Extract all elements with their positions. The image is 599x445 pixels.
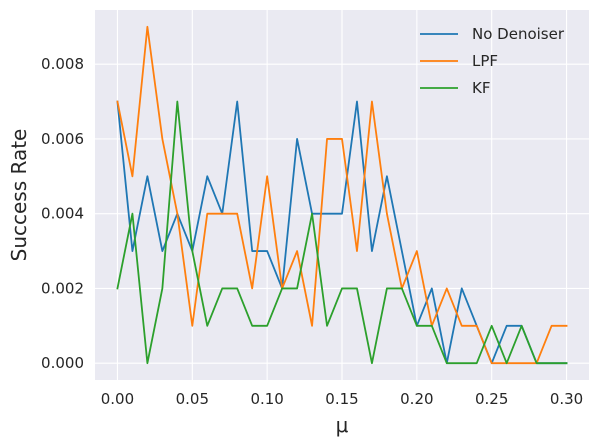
- legend-label: No Denoiser: [472, 25, 565, 43]
- y-tick-label: 0.006: [41, 130, 84, 148]
- x-tick-label: 0.20: [400, 390, 433, 408]
- legend-label: LPF: [472, 52, 498, 70]
- series-line-kf: [116, 100, 568, 365]
- legend: No Denoiser LPF KF: [420, 25, 565, 97]
- y-axis-label: Success Rate: [7, 129, 31, 262]
- x-tick-label: 0.10: [250, 390, 283, 408]
- y-tick-label: 0.008: [41, 55, 84, 73]
- x-tick-label: 0.05: [176, 390, 209, 408]
- legend-label: KF: [472, 79, 490, 97]
- y-tick-label: 0.004: [41, 205, 84, 223]
- y-tick-labels: 0.000 0.002 0.004 0.006 0.008: [41, 55, 84, 372]
- x-tick-labels: 0.00 0.05 0.10 0.15 0.20 0.25 0.30: [101, 390, 583, 408]
- y-tick-label: 0.002: [41, 279, 84, 297]
- series-line-lpf: [116, 25, 568, 365]
- x-tick-label: 0.25: [475, 390, 508, 408]
- x-tick-label: 0.15: [325, 390, 358, 408]
- x-tick-label: 0.00: [101, 390, 134, 408]
- x-tick-label: 0.30: [550, 390, 583, 408]
- series-group: [116, 25, 568, 365]
- x-axis-label: μ: [336, 413, 349, 437]
- y-tick-label: 0.000: [41, 354, 84, 372]
